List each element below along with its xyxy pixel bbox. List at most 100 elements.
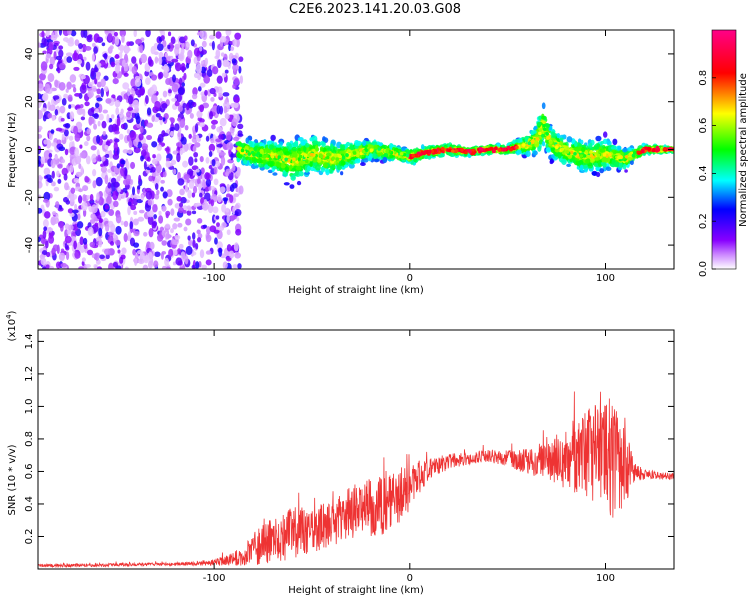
- spectrogram-noise-point: [42, 219, 49, 228]
- spectrogram-noise-point: [114, 53, 120, 59]
- spectrogram-noise-point: [183, 173, 191, 180]
- spectrogram-noise-point: [94, 222, 99, 227]
- spectrogram-noise-point: [199, 192, 203, 198]
- spectrogram-noise-point: [91, 153, 98, 163]
- spectrogram-noise-point: [58, 252, 66, 261]
- spectrogram-noise-point: [138, 259, 145, 265]
- spectrogram-noise-point: [65, 251, 70, 260]
- spectrogram-noise-point: [191, 210, 197, 215]
- spectrogram-signal-point: [622, 147, 628, 153]
- spectrogram-noise-point: [184, 124, 189, 131]
- spectrogram-noise-point: [174, 62, 182, 72]
- spectrogram-noise-point: [216, 126, 223, 133]
- spectrogram-signal-point: [282, 170, 287, 175]
- spectrogram-noise-point: [158, 115, 163, 121]
- spectrogram-noise-point: [133, 195, 141, 200]
- spectrogram-signal-point: [599, 168, 605, 174]
- spectrogram-noise-point: [199, 104, 205, 113]
- spectrogram-noise-point: [87, 249, 94, 256]
- spectrogram-noise-point: [164, 257, 170, 267]
- spectrogram-signal-point: [360, 162, 366, 167]
- spectrogram-noise-point: [76, 221, 84, 229]
- spectrogram-noise-point: [95, 199, 102, 204]
- spectrogram-ridge-point: [503, 147, 507, 152]
- spectrogram-noise-point: [41, 250, 48, 256]
- spectrogram-noise-point: [137, 216, 145, 222]
- spectrogram-noise-point: [61, 159, 66, 164]
- spectrogram-noise-point: [162, 191, 168, 199]
- spectrogram-noise-point: [76, 125, 83, 133]
- spectrogram-noise-point: [101, 42, 106, 47]
- spectrogram-noise-point: [107, 231, 114, 236]
- spectrogram-noise-point: [122, 59, 126, 68]
- spectrogram-noise-point: [222, 261, 228, 269]
- spectrogram-noise-point: [134, 78, 142, 87]
- spectrogram-noise-point: [156, 153, 162, 162]
- spectrogram-noise-point: [47, 73, 55, 83]
- spectrogram-noise-point: [48, 235, 55, 244]
- colorbar-tick-label: 0.0: [698, 261, 709, 277]
- spectrogram-noise-point: [178, 52, 185, 62]
- spectrogram-noise-point: [213, 166, 218, 175]
- spectrogram-noise-point: [93, 67, 99, 73]
- spectrogram-noise-point: [203, 75, 211, 84]
- spectrogram-noise-point: [81, 260, 85, 266]
- spectrogram-signal-point: [550, 131, 556, 137]
- spectrogram-signal-point: [354, 158, 361, 164]
- spectrogram-signal-point: [270, 134, 276, 141]
- spectrogram-noise-point: [196, 229, 201, 235]
- spectrogram-ridge-point: [402, 152, 407, 157]
- spectrogram-noise-point: [139, 86, 146, 96]
- spectrogram-noise-point: [119, 167, 126, 177]
- spectrogram-noise-point: [205, 157, 210, 164]
- spectrogram-noise-point: [73, 125, 78, 135]
- spectrogram-noise-point: [107, 182, 112, 189]
- spectrogram-noise-point: [186, 102, 190, 111]
- spectrogram-noise-point: [194, 158, 198, 163]
- spectrogram-noise-point: [120, 220, 124, 226]
- spectrogram-noise-point: [154, 182, 159, 191]
- spectrogram-noise-point: [84, 46, 92, 51]
- spectrogram-noise-point: [127, 95, 134, 105]
- spectrogram-noise-point: [109, 45, 114, 50]
- spectrogram-noise-point: [167, 198, 173, 206]
- spectrogram-noise-point: [68, 104, 72, 109]
- spectrogram-noise-point: [121, 65, 125, 75]
- spectrogram-noise-point: [178, 243, 184, 249]
- spectrogram-signal-point: [332, 149, 337, 154]
- spectrogram-noise-point: [39, 176, 43, 181]
- spectrogram-noise-point: [50, 34, 58, 41]
- spectrogram-noise-point: [179, 118, 186, 128]
- spectrogram-noise-point: [126, 41, 131, 47]
- spectrogram-signal-point: [280, 163, 286, 169]
- spectrogram-noise-point: [231, 118, 238, 127]
- spectrogram-noise-point: [77, 59, 83, 65]
- spectrogram-noise-point: [105, 98, 112, 104]
- spectrogram-signal-point: [314, 164, 321, 171]
- spectrogram-noise-point: [222, 197, 229, 202]
- spectrogram-signal-point: [249, 141, 253, 148]
- spectrogram-ridge-point: [331, 156, 335, 161]
- spectrogram-noise-point: [193, 72, 200, 79]
- spectrogram-noise-point: [113, 31, 118, 37]
- spectrogram-noise-point: [238, 185, 244, 195]
- spectrogram-noise-point: [151, 115, 155, 123]
- colorbar-tick-label: 0.2: [698, 213, 709, 229]
- spectrogram-noise-point: [38, 181, 43, 189]
- spectrogram-noise-point: [159, 30, 164, 34]
- spectrogram-noise-point: [104, 153, 110, 159]
- spectrogram-signal-point: [235, 141, 241, 147]
- spectrogram-noise-point: [86, 34, 93, 43]
- spectrogram-noise-point: [231, 55, 238, 60]
- spectrogram-noise-point: [58, 62, 66, 70]
- spectrogram-signal-point: [569, 158, 573, 162]
- spectrogram-noise-point: [119, 45, 124, 54]
- spectrogram-signal-point: [321, 141, 326, 148]
- spectrogram-noise-point: [154, 251, 161, 258]
- spectrogram-noise-point: [107, 168, 112, 173]
- spectrogram-ridge-point: [579, 154, 584, 158]
- spectrogram-ridge-point: [325, 155, 330, 160]
- spectrogram-noise-point: [42, 50, 47, 55]
- spectrogram-noise-point: [168, 42, 174, 52]
- spectrogram-noise-point: [185, 62, 190, 69]
